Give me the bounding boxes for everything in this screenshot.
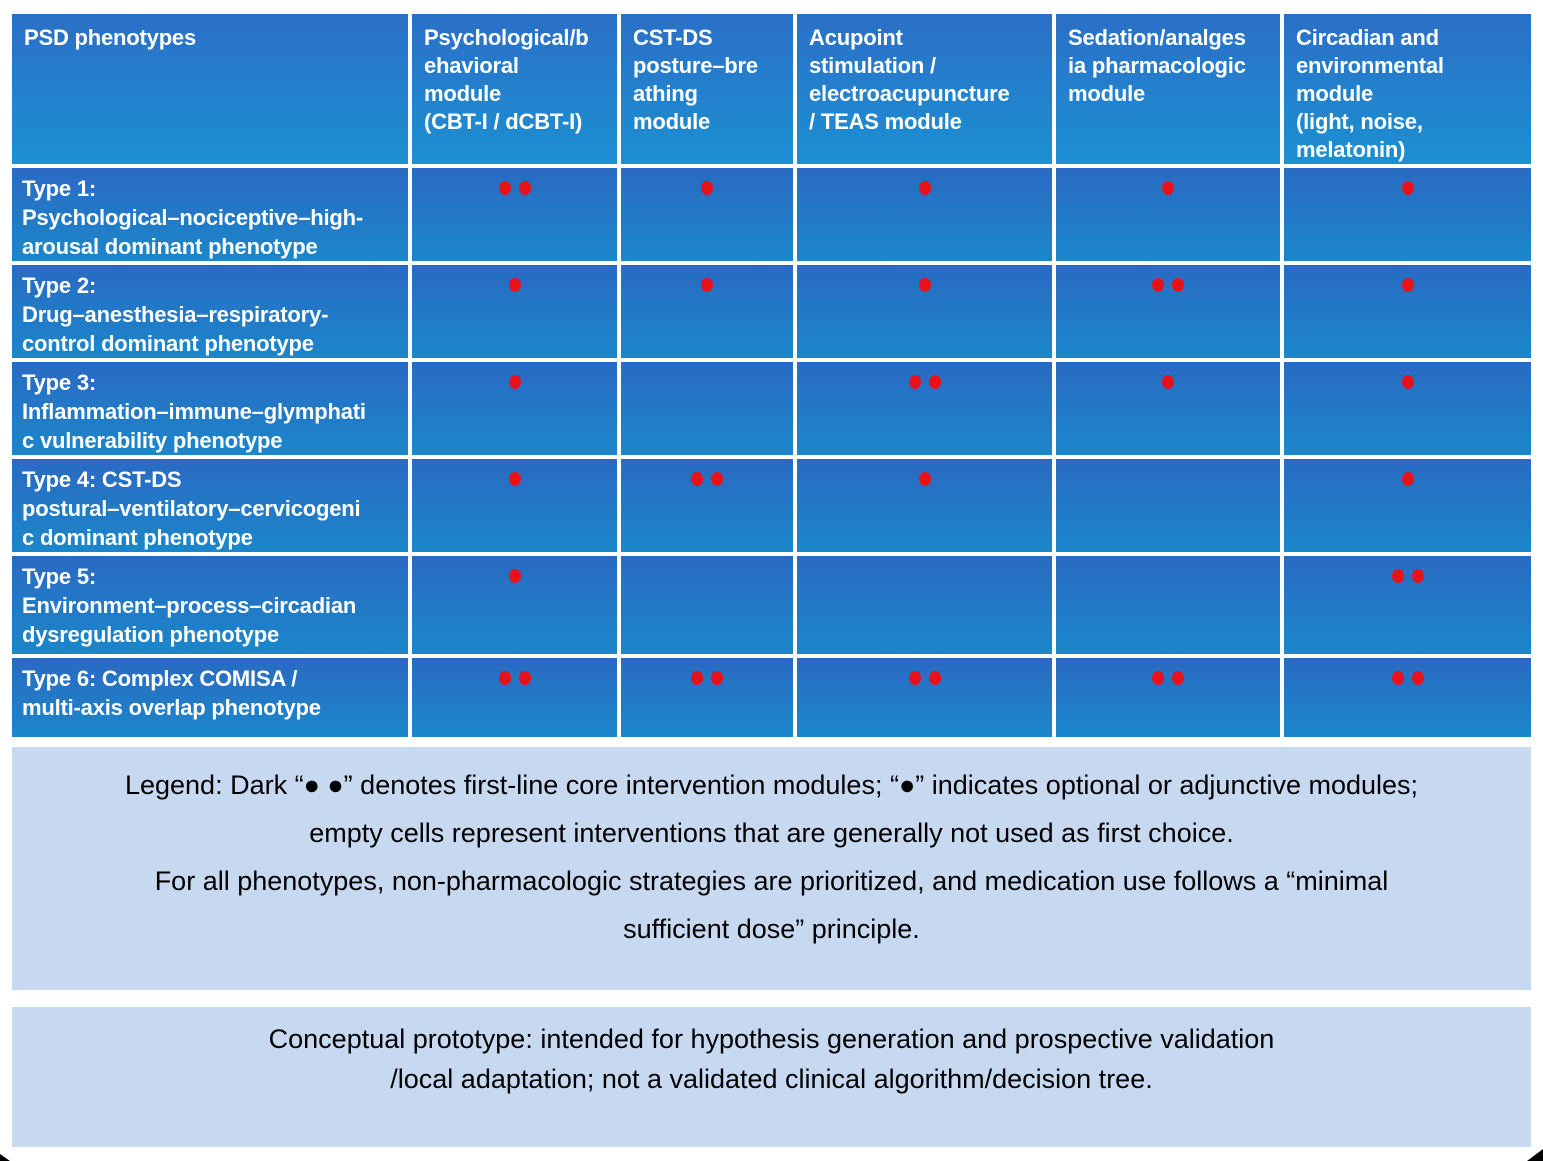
module-intensity-cell-r2-c3: [797, 265, 1052, 358]
red-dot-icon: [1391, 671, 1404, 685]
module-intensity-cell-r3-c2: [621, 362, 793, 455]
corner-mark-bottom-right: [1527, 1149, 1543, 1161]
module-intensity-cell-r5-c5: [1284, 556, 1531, 654]
module-intensity-cell-r4-c3: [797, 459, 1052, 552]
red-dot-icon: [1172, 278, 1184, 292]
module-intensity-cell-r1-c2: [621, 168, 793, 261]
red-dot-icon: [1172, 671, 1184, 685]
red-dot-icon: [1401, 181, 1414, 195]
legend-text-line-3: For all phenotypes, non-pharmacologic st…: [154, 866, 1389, 896]
red-dot-icon: [1162, 375, 1174, 389]
header-cell-0: PSD phenotypes: [12, 14, 408, 164]
header-cell-3: Acupoint stimulation / electroacupunctur…: [797, 14, 1052, 164]
red-dot-icon: [508, 278, 521, 292]
phenotype-row-label-5: Type 5: Environment–process–circadian dy…: [12, 556, 408, 654]
module-intensity-cell-r4-c1: [412, 459, 617, 552]
module-intensity-cell-r4-c5: [1284, 459, 1531, 552]
red-dot-icon: [1162, 181, 1174, 195]
red-dot-icon: [498, 671, 511, 685]
module-intensity-cell-r5-c3: [797, 556, 1052, 654]
module-intensity-cell-r6-c2: [621, 658, 793, 737]
red-dot-icon: [691, 671, 703, 685]
red-dot-icon: [1411, 671, 1424, 685]
module-intensity-cell-r6-c3: [797, 658, 1052, 737]
module-intensity-cell-r2-c4: [1056, 265, 1280, 358]
red-dot-icon: [498, 181, 511, 195]
module-intensity-cell-r5-c4: [1056, 556, 1280, 654]
legend-text-line-1: Legend: Dark “● ●” denotes first-line co…: [124, 770, 1419, 800]
red-dot-icon: [928, 375, 941, 389]
module-intensity-cell-r6-c1: [412, 658, 617, 737]
module-intensity-cell-r3-c1: [412, 362, 617, 455]
module-intensity-cell-r1-c3: [797, 168, 1052, 261]
red-dot-icon: [518, 671, 531, 685]
phenotype-row-label-6: Type 6: Complex COMISA / multi-axis over…: [12, 658, 408, 737]
red-dot-icon: [1391, 569, 1404, 583]
red-dot-icon: [508, 569, 521, 583]
red-dot-icon: [1152, 671, 1164, 685]
red-dot-icon: [691, 472, 703, 486]
red-dot-icon: [701, 181, 713, 195]
red-dot-icon: [1401, 375, 1414, 389]
module-intensity-cell-r2-c1: [412, 265, 617, 358]
red-dot-icon: [711, 472, 723, 486]
header-cell-2: CST-DS posture–bre athing module: [621, 14, 793, 164]
phenotype-row-label-4: Type 4: CST-DS postural–ventilatory–cerv…: [12, 459, 408, 552]
module-intensity-cell-r2-c5: [1284, 265, 1531, 358]
header-cell-5: Circadian and environmental module (ligh…: [1284, 14, 1531, 164]
red-dot-icon: [928, 671, 941, 685]
module-intensity-cell-r5-c1: [412, 556, 617, 654]
module-intensity-cell-r3-c5: [1284, 362, 1531, 455]
red-dot-icon: [1152, 278, 1164, 292]
legend-panel: Legend: Dark “● ●” denotes first-line co…: [12, 747, 1531, 990]
footnote-text-line-1: Conceptual prototype: intended for hypot…: [268, 1024, 1275, 1054]
module-intensity-cell-r6-c5: [1284, 658, 1531, 737]
module-intensity-cell-r6-c4: [1056, 658, 1280, 737]
legend-text-line-4: sufficient dose” principle.: [623, 914, 920, 944]
red-dot-icon: [908, 671, 921, 685]
phenotype-row-label-3: Type 3: Inflammation–immune–glymphati c …: [12, 362, 408, 455]
module-intensity-cell-r4-c2: [621, 459, 793, 552]
module-intensity-cell-r4-c4: [1056, 459, 1280, 552]
footnote-panel: Conceptual prototype: intended for hypot…: [12, 1007, 1531, 1147]
header-cell-1: Psychological/b ehavioral module (CBT-I …: [412, 14, 617, 164]
footnote-text-line-2: /local adaptation; not a validated clini…: [390, 1064, 1153, 1094]
module-intensity-cell-r1-c4: [1056, 168, 1280, 261]
module-intensity-cell-r5-c2: [621, 556, 793, 654]
red-dot-icon: [1401, 472, 1414, 486]
red-dot-icon: [701, 278, 713, 292]
phenotype-row-label-1: Type 1: Psychological–nociceptive–high- …: [12, 168, 408, 261]
red-dot-icon: [1401, 278, 1414, 292]
phenotype-row-label-2: Type 2: Drug–anesthesia–respiratory- con…: [12, 265, 408, 358]
legend-text-line-2: empty cells represent interventions that…: [309, 818, 1234, 848]
red-dot-icon: [918, 278, 931, 292]
module-intensity-cell-r2-c2: [621, 265, 793, 358]
header-cell-4: Sedation/analges ia pharmacologic module: [1056, 14, 1280, 164]
red-dot-icon: [508, 472, 521, 486]
red-dot-icon: [711, 671, 723, 685]
red-dot-icon: [908, 375, 921, 389]
phenotype-module-table: PSD phenotypes Psychological/b ehavioral …: [12, 14, 1531, 737]
module-intensity-cell-r3-c3: [797, 362, 1052, 455]
corner-mark-bottom-left: [0, 1154, 10, 1161]
red-dot-icon: [508, 375, 521, 389]
module-intensity-cell-r3-c4: [1056, 362, 1280, 455]
red-dot-icon: [1411, 569, 1424, 583]
module-intensity-cell-r1-c1: [412, 168, 617, 261]
red-dot-icon: [918, 472, 931, 486]
module-intensity-cell-r1-c5: [1284, 168, 1531, 261]
red-dot-icon: [518, 181, 531, 195]
red-dot-icon: [918, 181, 931, 195]
